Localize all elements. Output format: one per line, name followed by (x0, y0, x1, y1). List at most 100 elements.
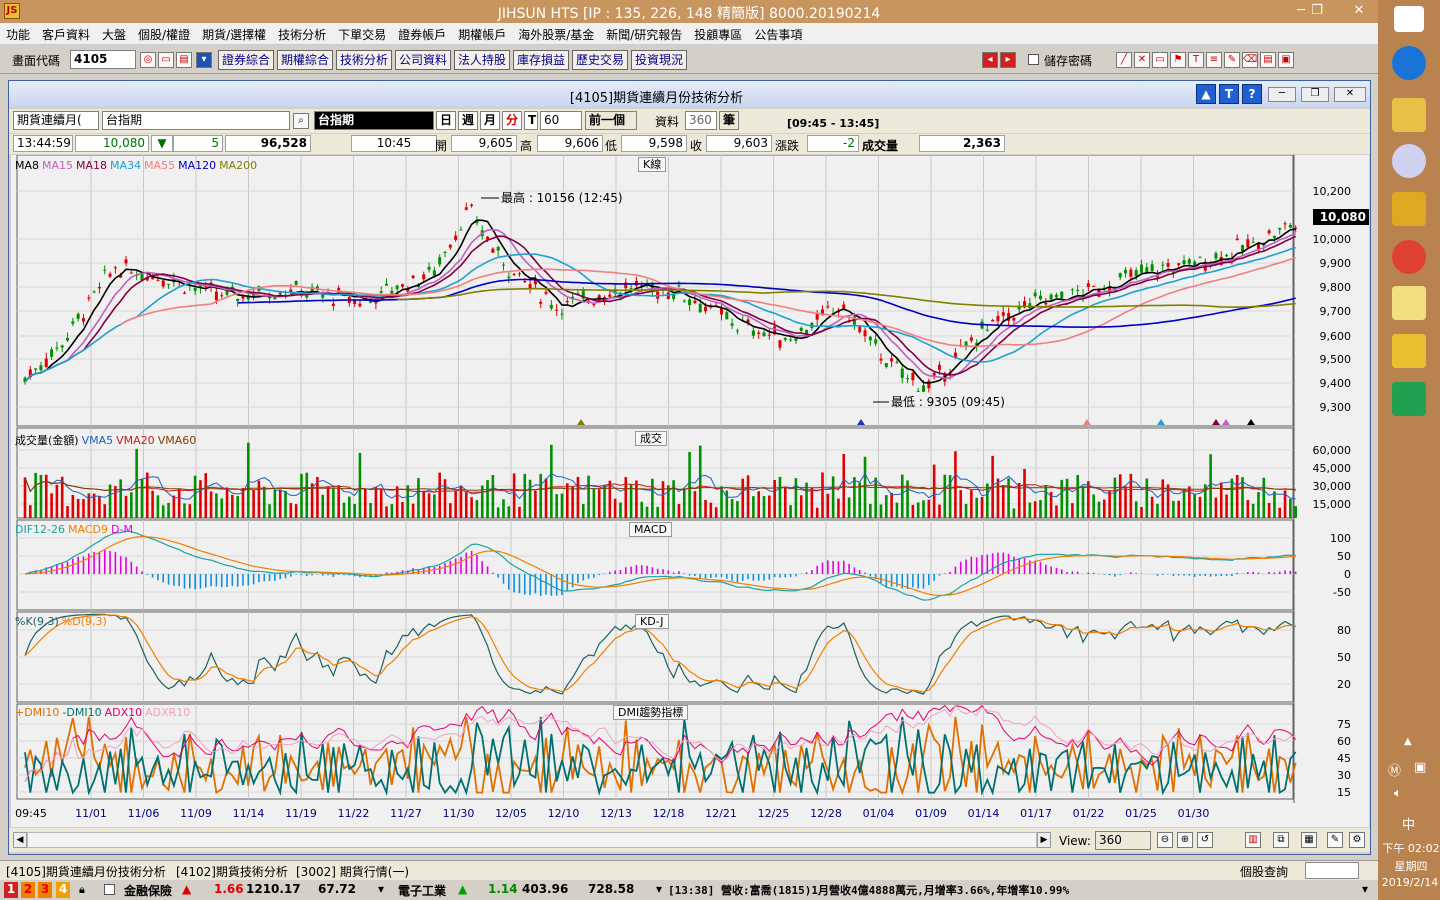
market-tab-1[interactable]: 1 (4, 882, 18, 898)
news-headline[interactable]: [13:38] 營收:富喬(1815)1月營收4億4888萬元,月增率3.66%… (668, 884, 1070, 897)
zoom-out-icon[interactable]: ⊖ (1157, 832, 1173, 848)
window-icon[interactable]: ▭ (158, 52, 174, 68)
menu-item[interactable]: 海外股票/基金 (518, 28, 595, 42)
product-type-select[interactable]: 期貨連續月( (13, 111, 99, 130)
magnifier-icon[interactable]: ⌕ (293, 113, 309, 129)
crown-app-icon[interactable] (1392, 192, 1426, 226)
minimize-button[interactable]: ─ (1297, 3, 1305, 18)
menu-item[interactable]: 投顧專區 (694, 28, 743, 42)
volume-icon[interactable]: 🔈︎ (1394, 786, 1402, 801)
gear-icon[interactable]: ⚙ (1349, 832, 1365, 848)
period-month-button[interactable]: 月 (480, 111, 500, 130)
chevron-down-icon[interactable]: ▾ (196, 52, 212, 68)
child-close-button[interactable]: ✕ (1334, 87, 1366, 102)
menu-item[interactable]: 技術分析 (278, 28, 327, 42)
search-icon[interactable]: ◎ (140, 52, 156, 68)
restore-button[interactable]: ❐ (1311, 3, 1323, 18)
zoom-in-icon[interactable]: ⊕ (1177, 832, 1193, 848)
menu-item[interactable]: 客戶資料 (42, 28, 91, 42)
market-tab-3[interactable]: 3 (38, 882, 52, 898)
tray-up-icon[interactable]: ▲ (1404, 736, 1412, 747)
company-info-button[interactable]: 公司資料 (395, 50, 452, 70)
rect-icon[interactable]: ▭ (1152, 52, 1168, 68)
tab-4102[interactable]: [4102]期貨技術分析 (176, 865, 288, 879)
arrow-up-icon[interactable]: ▲ (1196, 84, 1216, 104)
product-name-input[interactable]: 台指期 (102, 111, 290, 130)
help-icon[interactable]: ? (1242, 84, 1262, 104)
child-restore-button[interactable]: ❐ (1301, 87, 1329, 102)
period-tick-button[interactable]: T (524, 111, 538, 130)
forward-icon[interactable]: ▸ (1000, 52, 1016, 68)
cross-icon[interactable]: ✕ (1134, 52, 1150, 68)
jihsun-hts-icon[interactable] (1392, 334, 1426, 368)
market-tab-2[interactable]: 2 (21, 882, 35, 898)
menu-item[interactable]: 新聞/研究報告 (606, 28, 683, 42)
internet-explorer-icon[interactable] (1392, 46, 1426, 80)
reset-icon[interactable]: ↺ (1197, 832, 1213, 848)
fibonacci-icon[interactable]: ≡ (1206, 52, 1222, 68)
futures-summary-button[interactable]: 期權綜合 (277, 50, 334, 70)
menu-item[interactable]: 公告事項 (754, 28, 803, 42)
menu-item[interactable]: 功能 (6, 28, 31, 42)
menu-item[interactable]: 下單交易 (338, 28, 387, 42)
copy-icon[interactable]: ⧉ (1273, 832, 1289, 848)
previous-button[interactable]: 前一個 (585, 111, 637, 130)
trade-history-button[interactable]: 歷史交易 (572, 50, 629, 70)
printer-icon[interactable]: ▤ (1260, 52, 1276, 68)
close-button[interactable]: ✕ (1353, 3, 1365, 18)
save-icon[interactable]: ▣ (1278, 52, 1294, 68)
ime-indicator[interactable]: 中 (1402, 818, 1416, 833)
technical-chart[interactable]: 09:45 11/01 11/06 11/09 11/14 11/19 11/22 11/27… (11, 155, 1369, 827)
period-minute-button[interactable]: 分 (502, 111, 522, 130)
sector2-dropdown-icon[interactable]: ▾ (656, 882, 663, 896)
print-icon[interactable]: ▤ (176, 52, 192, 68)
period-day-button[interactable]: 日 (436, 111, 456, 130)
lock-icon[interactable]: 🔒︎ (79, 883, 85, 896)
data-count-input[interactable]: 360 (685, 111, 717, 130)
windows-start-icon[interactable] (1394, 6, 1424, 32)
menu-item[interactable]: 大盤 (102, 28, 127, 42)
investment-status-button[interactable]: 投資現況 (631, 50, 688, 70)
table-icon[interactable]: ▦ (1301, 832, 1317, 848)
eraser-icon[interactable]: ⌫ (1242, 52, 1258, 68)
securities-summary-button[interactable]: 證券綜合 (218, 50, 275, 70)
draw-line-icon[interactable]: ╱ (1116, 52, 1132, 68)
technical-analysis-button[interactable]: 技術分析 (336, 50, 393, 70)
tab-3002[interactable]: [3002] 期貨行情(一) (296, 865, 410, 879)
child-minimize-button[interactable]: ─ (1268, 87, 1296, 102)
title-bar[interactable]: JS JIHSUN HTS [IP : 135, 226, 148 精簡版] 8… (0, 0, 1378, 23)
tray-app-icon[interactable]: Ⓜ (1388, 764, 1402, 779)
indicator-icon[interactable]: ▥ (1245, 832, 1261, 848)
inventory-pnl-button[interactable]: 庫存損益 (513, 50, 570, 70)
scroll-left-button[interactable]: ◀ (13, 832, 27, 848)
sticky-notes-icon[interactable] (1392, 286, 1426, 320)
flag-icon[interactable]: ⚑ (1170, 52, 1186, 68)
clock-time[interactable]: 下午 02:02 (1382, 842, 1440, 855)
network-icon[interactable]: ▣ (1414, 760, 1427, 775)
ticker-checkbox[interactable] (104, 884, 115, 895)
chrome-icon[interactable] (1392, 240, 1426, 274)
unit-button[interactable]: 筆 (719, 111, 739, 130)
menu-item[interactable]: 個股/權證 (138, 28, 191, 42)
screen-code-input[interactable]: 4105 (70, 50, 136, 69)
tab-4105[interactable]: [4105]期貨連續月份技術分析 (6, 865, 166, 879)
period-week-button[interactable]: 週 (458, 111, 478, 130)
sector1-dropdown-icon[interactable]: ▾ (378, 882, 385, 896)
excel-icon[interactable] (1392, 382, 1426, 416)
text-icon[interactable]: T (1188, 52, 1204, 68)
chart-area[interactable]: 09:45 11/01 11/06 11/09 11/14 11/19 11/22 11/27… (11, 155, 1369, 827)
menu-item[interactable]: 期權帳戶 (458, 28, 507, 42)
menu-item[interactable]: 期貨/選擇權 (202, 28, 267, 42)
pen-icon[interactable]: ✎ (1327, 832, 1343, 848)
child-title-bar[interactable]: [4105]期貨連續月份技術分析 ▲ T ? ─ ❐ ✕ (9, 81, 1370, 107)
save-password-checkbox[interactable] (1028, 54, 1039, 65)
chart-scrollbar[interactable] (27, 832, 1037, 848)
text-t-icon[interactable]: T (1219, 84, 1239, 104)
menu-item[interactable]: 證券帳戶 (398, 28, 447, 42)
institutional-holdings-button[interactable]: 法人持股 (454, 50, 511, 70)
view-count-input[interactable]: 360 (1095, 831, 1151, 850)
market-tab-4[interactable]: 4 (56, 882, 70, 898)
scroll-right-button[interactable]: ▶ (1037, 832, 1051, 848)
news-dropdown-icon[interactable]: ▾ (1362, 882, 1369, 896)
file-explorer-icon[interactable] (1392, 98, 1426, 132)
